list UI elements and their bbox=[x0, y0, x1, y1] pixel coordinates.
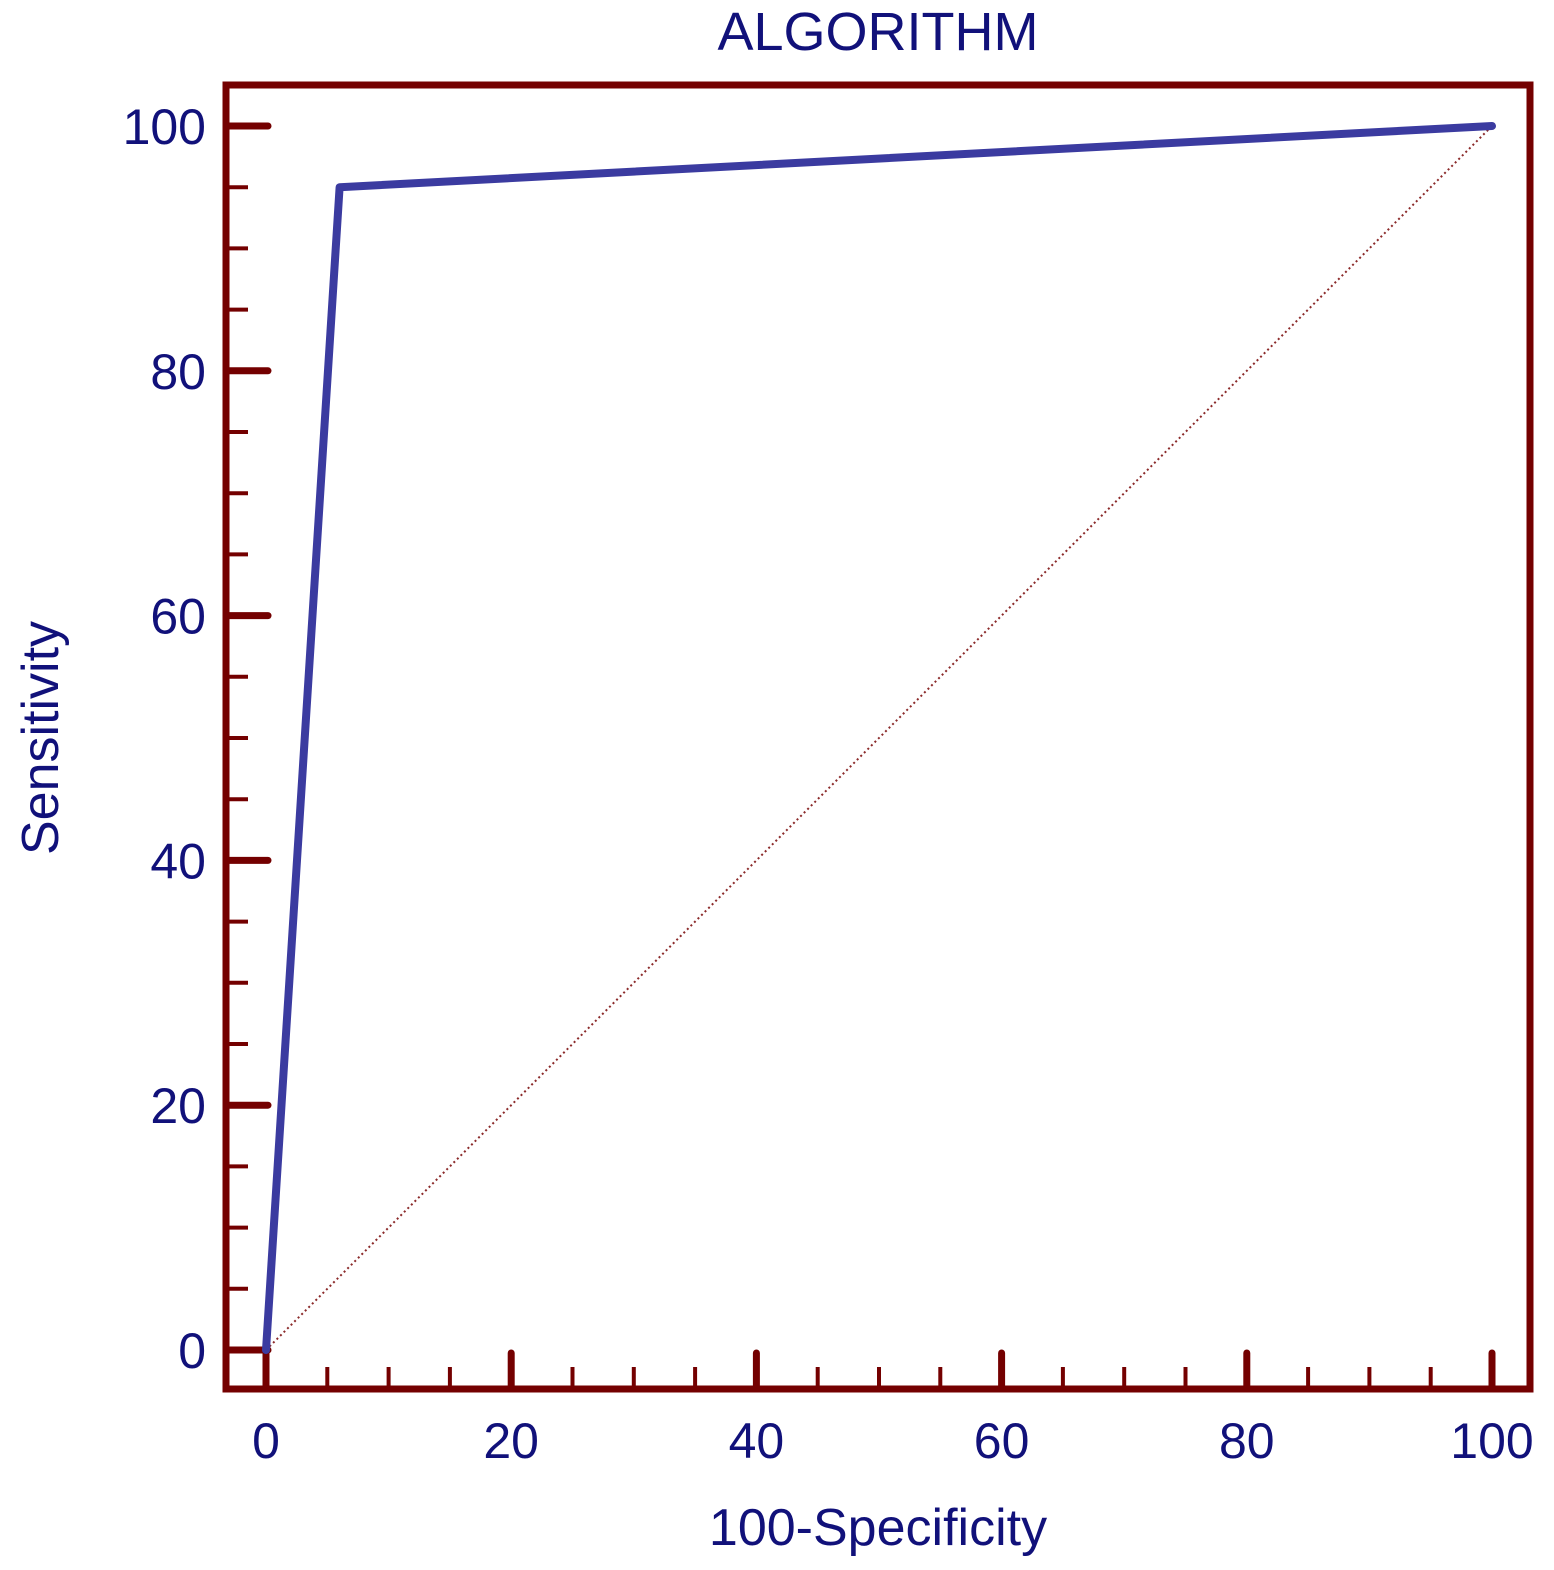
y-tick-label: 20 bbox=[150, 1078, 206, 1134]
y-tick-label: 60 bbox=[150, 589, 206, 645]
chart-title: ALGORITHM bbox=[717, 2, 1038, 62]
x-tick-label: 60 bbox=[974, 1413, 1030, 1469]
series-layer bbox=[262, 122, 1496, 1354]
y-tick-label: 100 bbox=[123, 99, 206, 155]
y-tick-label: 80 bbox=[150, 344, 206, 400]
x-axis-label: 100-Specificity bbox=[709, 1499, 1047, 1557]
y-tick-label: 40 bbox=[150, 833, 206, 889]
x-tick-label: 100 bbox=[1450, 1413, 1533, 1469]
x-axis-ticks: 0 20 40 60 80 100 bbox=[252, 1349, 1534, 1469]
y-tick-label: 0 bbox=[178, 1323, 206, 1379]
x-tick-label: 80 bbox=[1219, 1413, 1275, 1469]
reference-diagonal bbox=[265, 125, 1493, 1351]
y-axis-ticks: 0 20 40 60 80 100 bbox=[123, 99, 272, 1379]
x-tick-label: 20 bbox=[483, 1413, 539, 1469]
roc-curve bbox=[262, 122, 1496, 1354]
y-axis-label: Sensitivity bbox=[12, 621, 70, 855]
x-tick-label: 40 bbox=[729, 1413, 785, 1469]
x-tick-label: 0 bbox=[252, 1413, 280, 1469]
